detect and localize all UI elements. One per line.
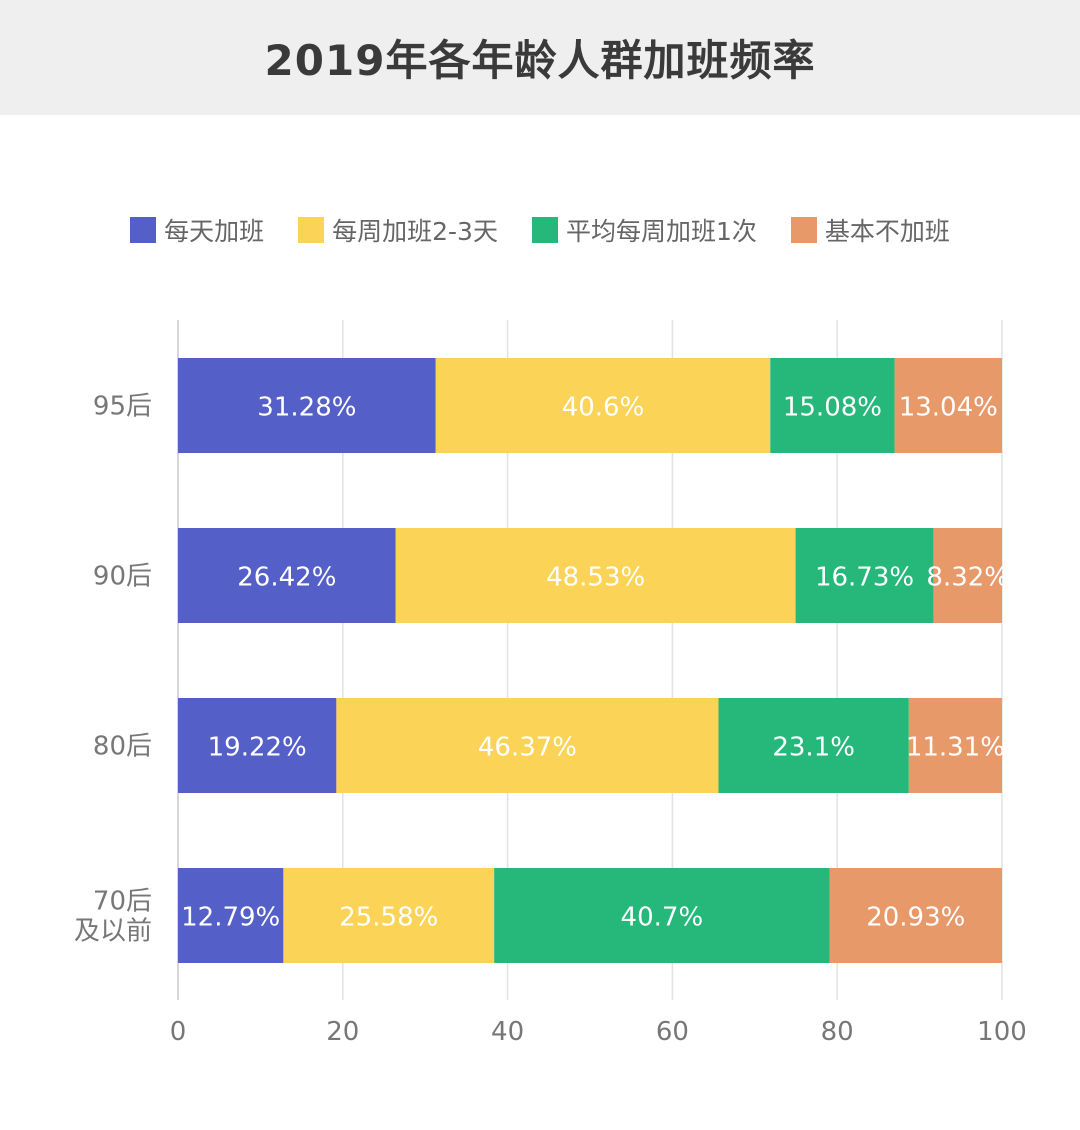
category-label: 70后 (93, 887, 152, 917)
data-label: 40.6% (562, 393, 645, 423)
legend-label: 每天加班 (164, 217, 265, 246)
bar-segment (718, 698, 909, 793)
data-label: 40.7% (621, 903, 704, 933)
data-label: 15.08% (783, 393, 882, 423)
category-label: 80后 (93, 732, 152, 762)
data-label: 23.1% (772, 733, 855, 763)
bar-segment (933, 528, 1002, 623)
bar-segment (178, 868, 284, 963)
x-tick-label: 80 (821, 1017, 854, 1047)
bar-segment (435, 358, 771, 453)
data-label: 48.53% (546, 563, 645, 593)
legend-item: 基本不加班 (790, 212, 950, 248)
data-label: 20.93% (866, 903, 965, 933)
x-tick-label: 60 (656, 1017, 689, 1047)
bar-segment (829, 868, 1002, 963)
x-tick-label: 100 (977, 1017, 1027, 1047)
legend-label: 基本不加班 (824, 217, 950, 246)
legend-label: 每周加班2-3天 (332, 217, 498, 246)
data-label: 19.22% (208, 733, 307, 763)
bar-segment (494, 868, 830, 963)
title-bar: 2019年各年龄人群加班频率 (0, 0, 1080, 115)
legend-item: 平均每周加班1次 (531, 212, 757, 248)
legend-swatch (790, 217, 817, 243)
bar-segment (178, 698, 337, 793)
bar-segment (178, 358, 436, 453)
bar-segment (770, 358, 895, 453)
data-label: 46.37% (478, 733, 577, 763)
legend: 每天加班 每周加班2-3天 平均每周加班1次 基本不加班 (0, 205, 1080, 255)
data-label: 12.79% (181, 903, 280, 933)
bar-segment (795, 528, 934, 623)
bar-segment (178, 528, 396, 623)
legend-swatch (531, 217, 558, 243)
x-tick-label: 20 (326, 1017, 359, 1047)
legend-item: 每周加班2-3天 (298, 212, 498, 248)
bar-segment (395, 528, 796, 623)
bar-segment (908, 698, 1002, 793)
category-label: 90后 (93, 562, 152, 592)
legend-label: 平均每周加班1次 (565, 217, 757, 246)
data-label: 31.28% (257, 393, 356, 423)
x-tick-label: 40 (491, 1017, 524, 1047)
data-label: 13.04% (899, 393, 998, 423)
data-label: 11.31% (906, 733, 1005, 763)
x-tick-label: 0 (170, 1017, 187, 1047)
legend-swatch (130, 217, 157, 243)
bar-segment (894, 358, 1002, 453)
bar-segment (283, 868, 495, 963)
data-label: 8.32% (926, 563, 1009, 593)
category-label: 及以前 (74, 917, 152, 947)
category-label: 95后 (93, 392, 152, 422)
data-label: 16.73% (815, 563, 914, 593)
legend-swatch (298, 217, 325, 243)
bar-segment (336, 698, 719, 793)
legend-item: 每天加班 (130, 212, 264, 248)
data-label: 26.42% (237, 563, 336, 593)
chart-title: 2019年各年龄人群加班频率 (264, 36, 816, 85)
data-label: 25.58% (339, 903, 438, 933)
